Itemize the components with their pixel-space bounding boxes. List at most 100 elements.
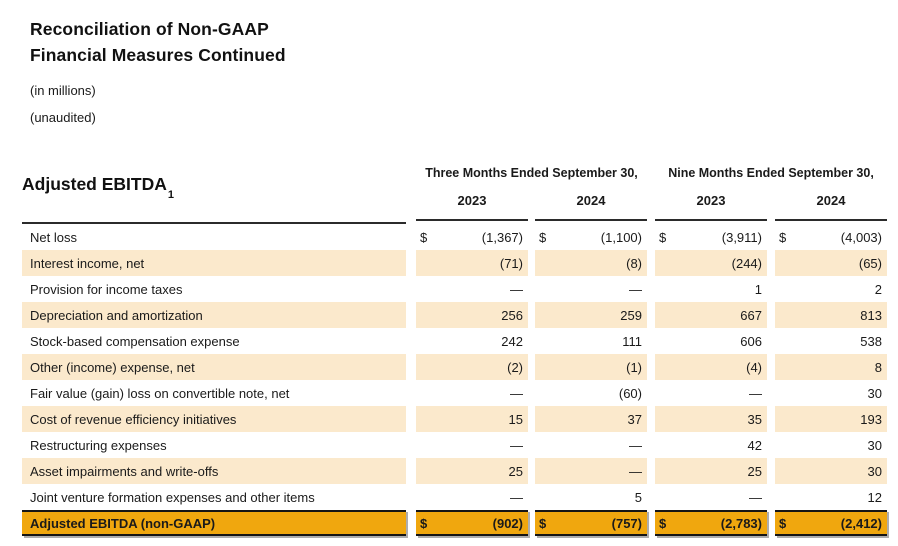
cell-number: 25 xyxy=(747,463,762,479)
row-label: Restructuring expenses xyxy=(30,437,167,453)
note-unaudited: (unaudited) xyxy=(30,110,96,125)
year-header: 2024 xyxy=(535,182,647,221)
cell-value: $ (902) xyxy=(416,510,528,536)
cell-value: (4) xyxy=(655,354,767,380)
table-row: Depreciation and amortization 256 259 667 81… xyxy=(22,302,888,328)
table-row: Provision for income taxes — — 1 2 xyxy=(22,276,888,302)
cell-number: 37 xyxy=(627,411,642,427)
cell-number: 12 xyxy=(867,489,882,505)
cell-value: 37 xyxy=(535,406,647,432)
cell-number: — xyxy=(510,489,523,505)
group-header-nine-months: Nine Months Ended September 30, xyxy=(668,166,874,180)
cell-value: — xyxy=(416,380,528,406)
group-header-three-months: Three Months Ended September 30, xyxy=(425,166,638,180)
table-header: Adjusted EBITDA 1 Three Months Ended Sept… xyxy=(22,158,888,224)
cell-number: 15 xyxy=(508,411,523,427)
cell-value: $ (1,100) xyxy=(535,224,647,250)
cell-number: 30 xyxy=(867,463,882,479)
cell-number: 667 xyxy=(740,307,762,323)
cell-number: 259 xyxy=(620,307,642,323)
cell-value: (1) xyxy=(535,354,647,380)
cell-number: (1) xyxy=(626,359,642,375)
cell-number: (65) xyxy=(858,255,882,271)
cell-number: — xyxy=(510,281,523,297)
row-label: Interest income, net xyxy=(22,250,406,276)
dollar-sign: $ xyxy=(779,515,787,531)
row-label: Provision for income taxes xyxy=(30,281,183,297)
cell-number: — xyxy=(749,385,762,401)
cell-value: 12 xyxy=(775,484,887,510)
row-label: Cost of revenue efficiency initiatives xyxy=(22,406,406,432)
section-title-text: Adjusted EBITDA xyxy=(22,174,167,194)
cell-value: 25 xyxy=(416,458,528,484)
cell-number: — xyxy=(629,437,642,453)
table-row: Cost of revenue efficiency initiatives 15… xyxy=(22,406,888,432)
page-title-line-2: Financial Measures Continued xyxy=(30,45,286,65)
table-row: Stock-based compensation expense 242 111 60… xyxy=(22,328,888,354)
cell-number: 25 xyxy=(508,463,523,479)
cell-number: (2,412) xyxy=(840,515,882,531)
cell-number: 2 xyxy=(874,281,882,297)
cell-number: — xyxy=(629,463,642,479)
cell-number: (3,911) xyxy=(721,229,762,245)
cell-value: $ (757) xyxy=(535,510,647,536)
cell-number: 538 xyxy=(860,333,882,349)
cell-value: 1 xyxy=(655,276,767,302)
cell-value: 667 xyxy=(655,302,767,328)
cell-value: (65) xyxy=(775,250,887,276)
row-label: Stock-based compensation expense xyxy=(30,333,240,349)
cell-number: — xyxy=(749,489,762,505)
cell-number: (1,367) xyxy=(481,229,523,245)
cell-value: 606 xyxy=(655,328,767,354)
cell-value: 35 xyxy=(655,406,767,432)
cell-number: 42 xyxy=(747,437,762,453)
cell-value: 5 xyxy=(535,484,647,510)
cell-value: 111 xyxy=(535,328,647,354)
cell-number: (757) xyxy=(611,515,642,531)
table-row: Joint venture formation expenses and oth… xyxy=(22,484,888,510)
row-label: Fair value (gain) loss on convertible no… xyxy=(30,385,290,401)
table-row: Other (income) expense, net (2) (1) (4) 8 xyxy=(22,354,888,380)
table-row: Net loss $ (1,367) $ (1,100) $ (3,911) $ (4,003) xyxy=(22,224,888,250)
dollar-sign: $ xyxy=(659,229,667,245)
table-body: Net loss $ (1,367) $ (1,100) $ (3,911) $ (4,003)… xyxy=(22,224,888,536)
document-header: Reconciliation of Non-GAAP Financial Mea… xyxy=(0,0,898,125)
dollar-sign: $ xyxy=(420,515,428,531)
cell-number: (8) xyxy=(626,255,642,271)
cell-value: 8 xyxy=(775,354,887,380)
cell-number: 30 xyxy=(867,437,882,453)
dollar-sign: $ xyxy=(659,515,667,531)
dollar-sign: $ xyxy=(420,229,428,245)
cell-value: 193 xyxy=(775,406,887,432)
cell-number: (60) xyxy=(618,385,642,401)
cell-value: — xyxy=(535,432,647,458)
adjusted-ebitda-table: Adjusted EBITDA 1 Three Months Ended Sept… xyxy=(22,158,888,536)
cell-number: — xyxy=(510,437,523,453)
cell-value: $ (3,911) xyxy=(655,224,767,250)
cell-number: 606 xyxy=(740,333,762,349)
cell-value: 813 xyxy=(775,302,887,328)
cell-number: (1,100) xyxy=(600,229,642,245)
cell-value: 42 xyxy=(655,432,767,458)
cell-value: 242 xyxy=(416,328,528,354)
cell-number: (902) xyxy=(492,515,523,531)
page-title-line-1: Reconciliation of Non-GAAP xyxy=(30,19,269,39)
cell-value: — xyxy=(416,484,528,510)
cell-value: — xyxy=(535,276,647,302)
cell-number: 813 xyxy=(860,307,882,323)
cell-value: 30 xyxy=(775,432,887,458)
cell-value: — xyxy=(535,458,647,484)
dollar-sign: $ xyxy=(539,229,547,245)
cell-value: 259 xyxy=(535,302,647,328)
cell-value: 2 xyxy=(775,276,887,302)
cell-number: — xyxy=(510,385,523,401)
cell-number: (244) xyxy=(731,255,762,271)
cell-number: 5 xyxy=(634,489,642,505)
cell-number: (4) xyxy=(746,359,762,375)
cell-number: 35 xyxy=(747,411,762,427)
row-label: Depreciation and amortization xyxy=(22,302,406,328)
cell-value: (244) xyxy=(655,250,767,276)
cell-value: (8) xyxy=(535,250,647,276)
cell-number: 242 xyxy=(501,333,523,349)
cell-value: 30 xyxy=(775,380,887,406)
